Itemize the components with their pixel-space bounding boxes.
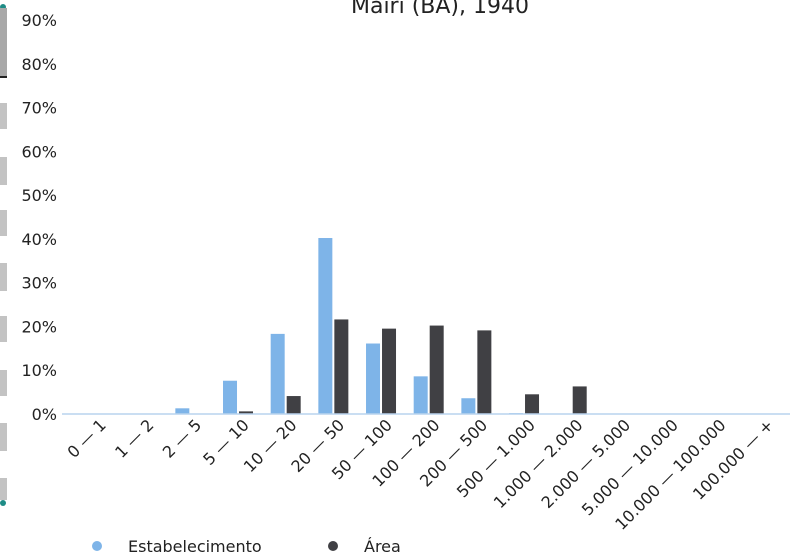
bar-estabelecimento <box>223 380 238 414</box>
y-tick-label: 90% <box>21 11 57 30</box>
scroll-track-segment <box>0 263 7 291</box>
bar-area <box>477 330 492 414</box>
scroll-track-segment <box>0 316 7 342</box>
x-tick-label: 0 — 1 <box>63 415 109 461</box>
bar-area <box>334 319 349 414</box>
bar-area <box>239 411 254 414</box>
bar-estabelecimento <box>461 398 476 414</box>
chart-title: Mairi (BA), 1940 <box>351 0 529 19</box>
legend-label-estabelecimento: Estabelecimento <box>128 537 262 555</box>
scrollbar-thumb[interactable] <box>0 8 7 78</box>
scrollbar[interactable] <box>0 0 8 555</box>
bar-estabelecimento <box>413 376 428 414</box>
scroll-track-segment <box>0 103 7 129</box>
scroll-track-segment <box>0 423 7 451</box>
bar-area <box>429 325 444 414</box>
bar-area <box>286 396 301 414</box>
bar-estabelecimento <box>270 333 285 414</box>
x-tick-label: 1 — 2 <box>111 415 157 461</box>
y-tick-label: 10% <box>21 361 57 380</box>
y-axis: 0% 10% 20% 30% 40% 50% 60% 70% 80% 90% <box>21 11 57 424</box>
y-tick-label: 80% <box>21 55 57 74</box>
y-tick-label: 60% <box>21 142 57 161</box>
scroll-track-segment <box>0 370 7 396</box>
legend-marker-estabelecimento <box>92 541 102 551</box>
scroll-marker-bottom <box>0 500 6 506</box>
y-tick-label: 50% <box>21 186 57 205</box>
bar-estabelecimento <box>366 343 381 414</box>
scroll-track-segment <box>0 478 7 500</box>
bar-estabelecimento <box>175 408 190 414</box>
y-tick-label: 0% <box>32 405 57 424</box>
y-tick-label: 30% <box>21 274 57 293</box>
scroll-track-segment <box>0 210 7 236</box>
bars <box>175 238 587 414</box>
legend-marker-area <box>328 541 338 551</box>
legend-label-area: Área <box>364 537 401 555</box>
x-tick-label: 2 — 5 <box>159 415 205 461</box>
y-tick-label: 70% <box>21 99 57 118</box>
bar-area <box>572 386 587 414</box>
legend: Estabelecimento Área <box>92 537 401 555</box>
bar-area <box>525 394 540 414</box>
bar-estabelecimento <box>318 238 333 414</box>
y-tick-label: 40% <box>21 230 57 249</box>
scroll-marker-top <box>0 4 6 10</box>
y-tick-label: 20% <box>21 317 57 336</box>
bar-area <box>382 328 397 414</box>
scroll-track-segment <box>0 157 7 185</box>
